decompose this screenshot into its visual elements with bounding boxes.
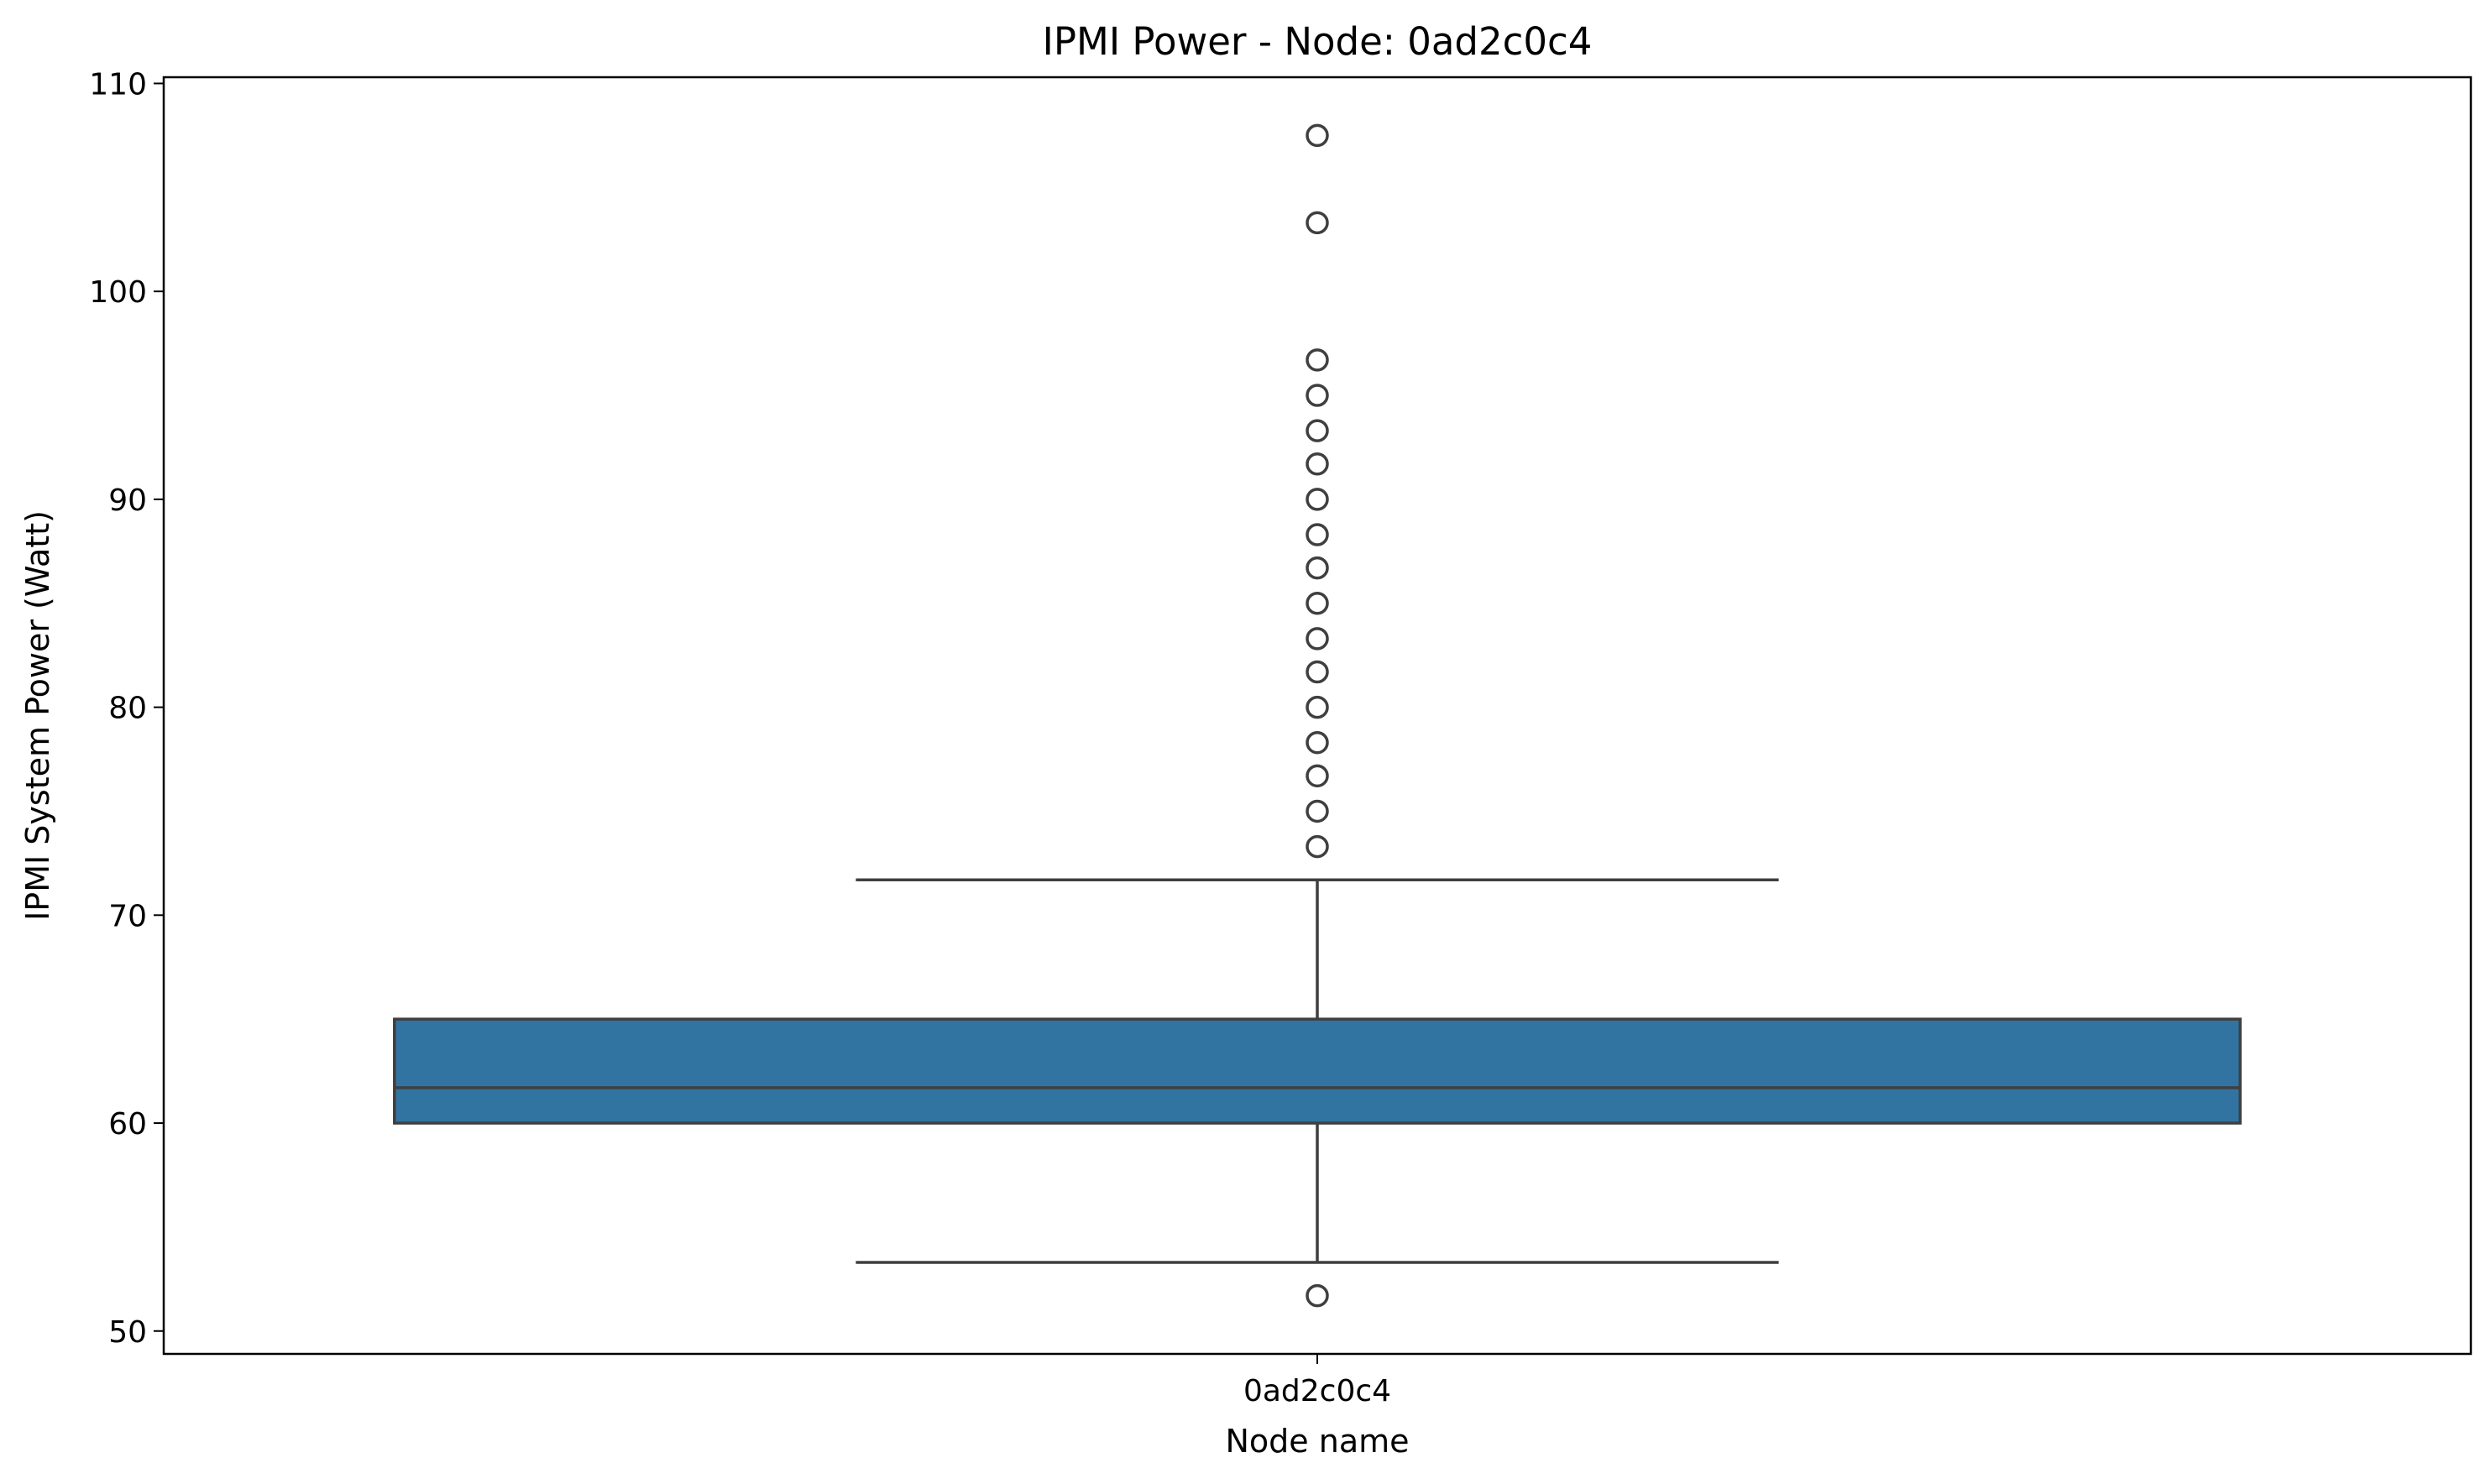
outlier-point: [1306, 660, 1329, 684]
outlier-point: [1306, 211, 1329, 235]
outlier-point: [1306, 123, 1329, 148]
y-tick-label: 60: [108, 1107, 147, 1142]
y-tick-label: 100: [89, 275, 147, 310]
outlier-point: [1306, 556, 1329, 580]
outlier-point: [1306, 488, 1329, 511]
plot-layer: 50 60 70 80 90 100 110 0ad2c0c4: [89, 67, 2473, 1408]
y-tick-label: 80: [108, 692, 147, 726]
outlier-point: [1306, 730, 1329, 755]
outlier-point: [1306, 419, 1329, 442]
chart-title: IPMI Power - Node: 0ad2c0c4: [1043, 19, 1593, 64]
y-tick-label: 50: [108, 1315, 147, 1350]
y-tick-label: 90: [108, 483, 147, 518]
outlier-point: [1306, 384, 1329, 407]
x-axis-label: Node name: [1225, 1423, 1409, 1460]
outlier-point: [1306, 627, 1329, 651]
y-tick-label: 70: [108, 899, 147, 933]
box-iqr: [393, 1017, 2242, 1125]
x-tick-label: 0ad2c0c4: [1243, 1374, 1391, 1408]
outlier-point: [1306, 452, 1329, 476]
outlier-point: [1306, 348, 1329, 372]
outlier-point: [1306, 834, 1329, 859]
outlier-point: [1306, 523, 1329, 546]
outlier-point: [1306, 764, 1329, 788]
y-tick-label: 110: [89, 67, 147, 102]
outlier-point: [1306, 1283, 1329, 1308]
plot-frame: [162, 76, 2473, 1356]
y-axis-label: IPMI System Power (Watt): [19, 510, 56, 921]
outlier-point: [1306, 591, 1329, 615]
outlier-point: [1306, 695, 1329, 719]
outlier-point: [1306, 799, 1329, 823]
